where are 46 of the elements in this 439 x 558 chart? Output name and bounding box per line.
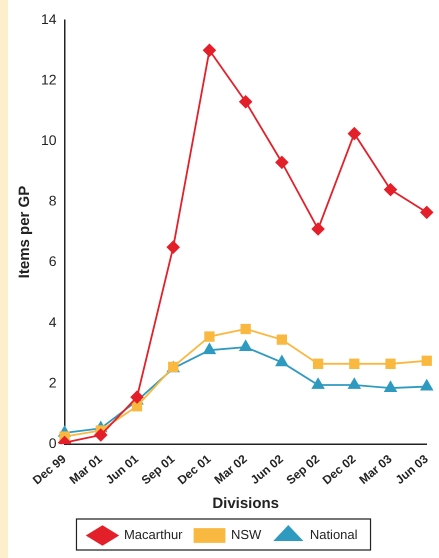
point (204, 331, 215, 342)
point (275, 156, 288, 169)
point (348, 378, 360, 389)
point (349, 358, 360, 369)
point (239, 95, 252, 108)
point (240, 340, 252, 352)
point (166, 240, 180, 254)
y-axis-title: Items per GP (16, 186, 34, 278)
point (348, 127, 361, 140)
x-tick-label: Jun 01 (102, 452, 142, 487)
x-tick-label: Mar 01 (66, 452, 106, 487)
point (384, 183, 397, 196)
y-tick-label: 2 (48, 374, 57, 390)
x-tick-label: Dec 99 (30, 452, 69, 488)
x-tick-label: Mar 03 (356, 452, 395, 487)
x-tick-label: Jun 03 (392, 452, 432, 487)
point (276, 334, 288, 345)
point (203, 343, 216, 354)
x-tick-label: Dec 02 (320, 452, 359, 488)
y-tick-label: 10 (40, 132, 57, 148)
x-tick-label: Mar 02 (212, 452, 250, 487)
point (422, 356, 432, 366)
point (420, 206, 434, 219)
x-axis-title: Divisions (212, 495, 279, 512)
point (384, 381, 397, 392)
point (312, 378, 324, 389)
point (132, 401, 142, 412)
point (276, 355, 288, 366)
point (420, 380, 433, 390)
x-tick-label: Sep 02 (284, 452, 322, 488)
legend-label: Macarthur (124, 527, 184, 542)
y-tick-label: 12 (40, 71, 57, 88)
y-tick-label: 14 (40, 10, 57, 27)
legend-label: National (310, 527, 358, 542)
point (385, 358, 396, 369)
y-tick-label: 0 (48, 434, 57, 451)
y-tick-label: 8 (48, 192, 57, 209)
point (312, 222, 324, 236)
y-tick-label: 6 (48, 253, 57, 270)
point (203, 44, 216, 57)
y-tick-label: 4 (48, 314, 57, 330)
point (312, 358, 324, 369)
point (240, 324, 251, 334)
x-tick-label: Jun 02 (248, 452, 286, 487)
legend-label: NSW (230, 527, 262, 542)
point (94, 428, 108, 442)
